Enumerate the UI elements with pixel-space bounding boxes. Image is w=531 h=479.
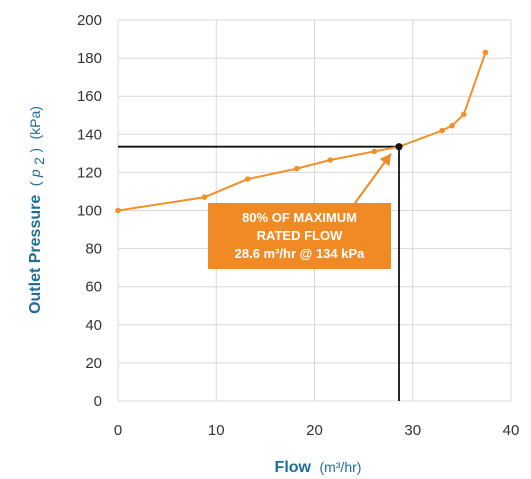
y-tick-label: 0 [94, 393, 102, 410]
x-tick-label: 0 [114, 422, 122, 439]
y-tick-label: 120 [77, 164, 102, 181]
series-line [117, 52, 487, 212]
x-axis-title-unit: (m³/hr) [319, 459, 361, 475]
y-tick-label: 200 [77, 12, 102, 29]
data-point [294, 165, 300, 172]
data-point [115, 207, 121, 214]
y-axis-title: Outlet Pressure ( p 2 ) (kPa) [27, 106, 48, 314]
data-point [244, 176, 251, 182]
data-point [439, 127, 446, 134]
data-point [449, 122, 455, 129]
callout-arrow-head [379, 153, 391, 167]
annotation-callout: 80% OF MAXIMUM RATED FLOW 28.6 m³/hr @ 134… [208, 153, 392, 269]
x-tick-label: 10 [208, 422, 225, 439]
y-tick-label: 80 [85, 241, 102, 258]
y-axis-title-name: Outlet Pressure [27, 195, 44, 314]
data-point [201, 194, 208, 200]
y-tick-label: 180 [77, 50, 102, 67]
reference-lines [118, 145, 400, 401]
y-tick-label: 140 [77, 126, 102, 143]
x-axis-ticks: 0 10 20 30 40 [114, 422, 520, 439]
x-tick-label: 20 [306, 422, 323, 439]
x-tick-label: 30 [404, 422, 421, 439]
y-axis-title-var: p [27, 169, 43, 178]
data-point [461, 111, 467, 118]
x-tick-label: 40 [503, 422, 520, 439]
y-tick-label: 40 [85, 317, 102, 334]
callout-text-line: 28.6 m³/hr @ 134 kPa [235, 246, 366, 261]
y-axis-title-unit: (kPa) [27, 106, 43, 139]
series-layer [115, 49, 489, 214]
data-point [327, 157, 334, 163]
data-point [482, 49, 489, 56]
data-point [371, 148, 378, 155]
x-axis-title: Flow (m³/hr) [275, 459, 362, 476]
y-axis-title-subscript: 2 [31, 157, 47, 165]
highlight-point [395, 143, 403, 151]
callout-text-line: RATED FLOW [257, 228, 343, 243]
callout-text-line: 80% OF MAXIMUM [242, 210, 357, 225]
y-axis-title-open: ( [27, 181, 43, 186]
y-axis-ticks: 0 20 40 60 80 100 120 140 160 180 200 [77, 12, 102, 410]
x-axis-title-name: Flow [275, 459, 312, 476]
y-tick-label: 100 [77, 203, 102, 220]
callout-box [208, 203, 391, 269]
y-tick-label: 60 [85, 279, 102, 296]
y-axis-title-close: ) [27, 148, 43, 153]
y-tick-label: 160 [77, 88, 102, 105]
y-tick-label: 20 [85, 355, 102, 372]
